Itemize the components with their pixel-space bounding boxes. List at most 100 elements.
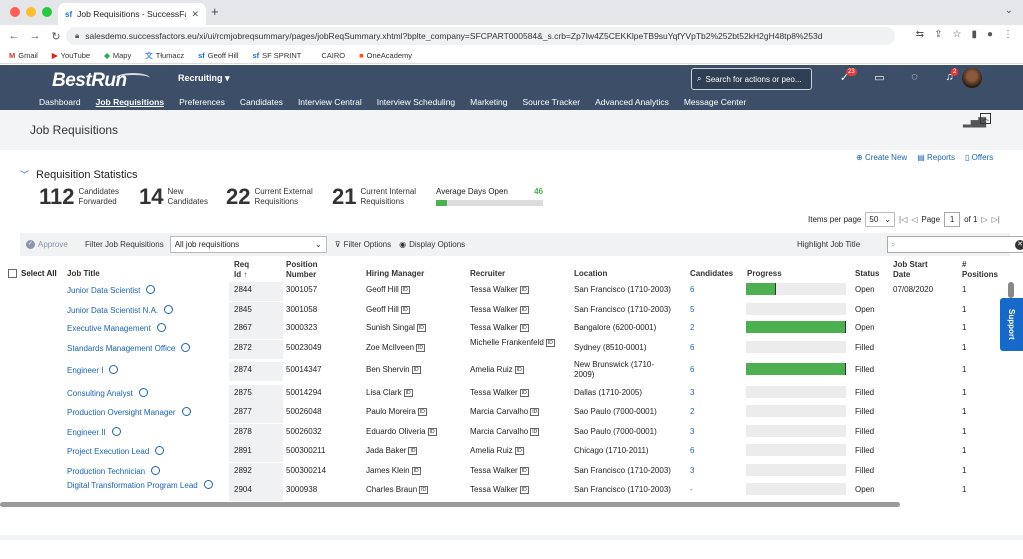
items-per-page-select[interactable]: 50 ⌄: [865, 212, 895, 227]
profile-card-icon[interactable]: ID: [514, 366, 524, 374]
profile-card-icon[interactable]: ID: [427, 428, 437, 436]
profile-card-icon[interactable]: ID: [417, 408, 427, 416]
avatar[interactable]: [962, 68, 982, 88]
action-search-input[interactable]: ⌕ Search for actions or peo...: [691, 68, 812, 90]
filter-select[interactable]: All job requisitions ⌄: [169, 236, 327, 253]
clear-icon[interactable]: ✕: [1015, 239, 1023, 250]
profile-card-icon[interactable]: ID: [408, 447, 418, 455]
back-icon[interactable]: ←: [8, 30, 20, 42]
todo-icon[interactable]: ✓ 23: [839, 68, 857, 84]
profile-card-icon[interactable]: ID: [400, 286, 410, 294]
job-title-link[interactable]: Junior Data Scientist: [67, 285, 156, 296]
candidate-count-link[interactable]: 2: [690, 323, 695, 332]
job-title-link[interactable]: Engineer II: [67, 427, 121, 438]
page-number-input[interactable]: 1: [944, 212, 961, 227]
support-button[interactable]: Support: [1000, 298, 1023, 351]
profile-card-icon[interactable]: ID: [416, 344, 426, 352]
tab-list-chevron-icon[interactable]: ⌄: [1004, 5, 1013, 16]
nav-preferences[interactable]: Preferences: [179, 97, 225, 107]
job-title-link[interactable]: Production Technician: [67, 466, 161, 477]
col-location[interactable]: Location: [574, 269, 608, 278]
bookmark-tlumacz[interactable]: 文 Tłumacz: [145, 50, 185, 60]
job-title-link[interactable]: Digital Transformation Program Lead: [67, 480, 217, 491]
candidate-count-link[interactable]: 2: [690, 407, 695, 416]
col-hiring-manager[interactable]: Hiring Manager: [366, 269, 425, 278]
profile-card-icon[interactable]: ID: [411, 467, 421, 475]
profile-card-icon[interactable]: ID: [545, 339, 555, 347]
profile-card-icon[interactable]: ID: [519, 486, 529, 494]
approve-button[interactable]: ✓ Approve: [26, 240, 68, 249]
address-bar[interactable]: 🔒︎ salesdemo.successfactors.eu/xi/ui/rcm…: [66, 27, 895, 45]
bookmark-sf-sprint[interactable]: sf SF SPRINT: [252, 50, 302, 60]
hiring-manager[interactable]: Geoff Hill ID: [366, 305, 410, 314]
recruiter[interactable]: Tessa Walker ID: [470, 485, 529, 494]
bookmark-cairo[interactable]: CAIRO: [321, 50, 346, 60]
nav-advanced-analytics[interactable]: Advanced Analytics: [595, 97, 669, 107]
copy-link-icon[interactable]: [164, 305, 174, 314]
stat-external-requisitions[interactable]: 22 Current External Requisitions: [226, 184, 313, 209]
nav-candidates[interactable]: Candidates: [239, 97, 283, 107]
profile-card-icon[interactable]: ID: [519, 324, 529, 332]
reports-button[interactable]: ▤ Reports: [917, 153, 955, 162]
recruiter[interactable]: Michelle Frankenfeld ID: [470, 338, 555, 347]
filter-options-button[interactable]: ⊽ Filter Options: [334, 240, 392, 249]
profile-card-icon[interactable]: ID: [411, 366, 421, 374]
horizontal-scrollbar[interactable]: [0, 502, 900, 507]
col-req-id[interactable]: Req Id ↑: [234, 260, 250, 279]
col-positions[interactable]: # Positions: [962, 260, 999, 279]
profile-card-icon[interactable]: ID: [519, 286, 529, 294]
copy-link-icon[interactable]: [111, 427, 121, 436]
hiring-manager[interactable]: Eduardo Oliveria ID: [366, 427, 437, 436]
close-tab-icon[interactable]: ✕: [191, 8, 199, 19]
copy-link-icon[interactable]: [146, 285, 156, 294]
profile-card-icon[interactable]: ID: [419, 486, 429, 494]
copy-link-icon[interactable]: [155, 446, 165, 455]
bookmark-oneacademy[interactable]: ■ OneAcademy: [359, 50, 413, 60]
hiring-manager[interactable]: Jada Baker ID: [366, 446, 418, 455]
bookmark-mapy[interactable]: ◆ Mapy: [104, 50, 132, 60]
col-recruiter[interactable]: Recruiter: [470, 269, 506, 278]
bookmark-gmail[interactable]: M Gmail: [9, 50, 38, 60]
select-all-checkbox[interactable]: [8, 269, 17, 278]
profile-card-icon[interactable]: ID: [514, 447, 524, 455]
stat-new-candidates[interactable]: 14 New Candidates: [139, 184, 208, 209]
bookmark-star-icon[interactable]: ☆: [952, 29, 962, 40]
hiring-manager[interactable]: Charles Braun ID: [366, 485, 429, 494]
offers-button[interactable]: ▯ Offers: [964, 153, 994, 162]
create-new-button[interactable]: ⊕ Create New: [856, 153, 908, 162]
stat-candidates-forwarded[interactable]: 112 Candidates Forwarded: [39, 184, 119, 209]
vertical-scrollbar[interactable]: [1008, 282, 1014, 298]
highlight-search-input[interactable]: ⌕ ✕: [887, 236, 1023, 253]
copy-link-icon[interactable]: [181, 343, 191, 352]
last-page-icon[interactable]: ▷|: [991, 215, 1000, 224]
profile-card-icon[interactable]: ID: [400, 306, 410, 314]
sidebar-icon[interactable]: ▮: [971, 29, 977, 40]
browser-tab[interactable]: sf Job Requisitions - SuccessFac ✕: [58, 3, 206, 25]
help-icon[interactable]: ◌: [911, 71, 918, 83]
nav-job-requisitions[interactable]: Job Requisitions: [95, 97, 165, 107]
bell-icon[interactable]: ♫ 2: [945, 68, 959, 83]
hiring-manager[interactable]: Ben Shervin ID: [366, 365, 421, 374]
next-page-icon[interactable]: ▷: [981, 215, 988, 224]
forward-icon[interactable]: →: [29, 30, 41, 42]
col-progress[interactable]: Progress: [747, 269, 782, 278]
stat-internal-requisitions[interactable]: 21 Current Internal Requisitions: [332, 184, 417, 209]
col-position-number[interactable]: Position Number: [286, 260, 318, 279]
col-job-start-date[interactable]: Job Start Date: [893, 260, 928, 279]
profile-card-icon[interactable]: ID: [530, 428, 540, 436]
recruiter[interactable]: Amelia Ruiz ID: [470, 365, 524, 374]
menu-icon[interactable]: ⋮: [1003, 29, 1013, 40]
chevron-down-icon[interactable]: ﹀: [20, 170, 30, 180]
job-title-link[interactable]: Production Oversight Manager: [67, 407, 191, 418]
module-switcher[interactable]: Recruiting ▾: [178, 73, 230, 83]
candidate-count-link[interactable]: 3: [690, 466, 695, 475]
hiring-manager[interactable]: Lisa Clark ID: [366, 388, 413, 397]
candidate-count-link[interactable]: 3: [690, 388, 695, 397]
recruiter[interactable]: Tessa Walker ID: [470, 285, 529, 294]
nav-message-center[interactable]: Message Center: [683, 97, 747, 107]
profile-card-icon[interactable]: ID: [403, 389, 413, 397]
hiring-manager[interactable]: Geoff Hill ID: [366, 285, 410, 294]
job-title-link[interactable]: Engineer I: [67, 365, 119, 376]
new-tab-button[interactable]: +: [211, 4, 219, 19]
hiring-manager[interactable]: Zoe McIlveen ID: [366, 343, 426, 352]
